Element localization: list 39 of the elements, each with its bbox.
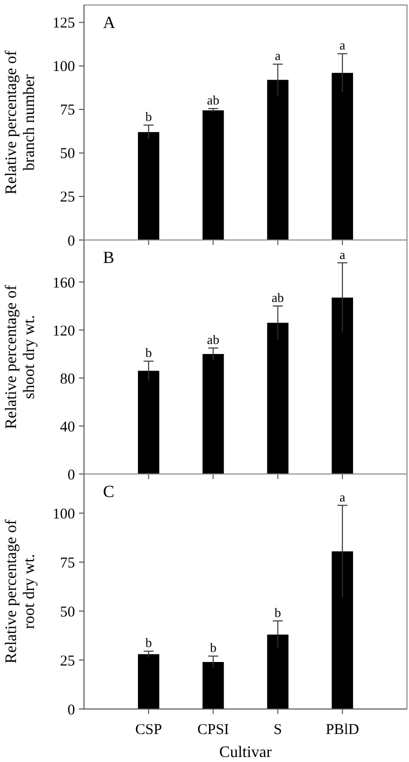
text: B <box>103 248 114 267</box>
annotation: ab <box>207 332 220 347</box>
y-tick-label: 75 <box>60 102 75 119</box>
y-tick-label: 25 <box>60 190 75 206</box>
annotation: ab <box>272 290 284 305</box>
x-axis-title: Cultivar <box>219 744 272 761</box>
annotation: ab <box>207 92 220 108</box>
x-tick-label: S <box>274 722 282 738</box>
annotation: b <box>145 109 152 124</box>
y-tick-label: 120 <box>52 323 75 340</box>
y-tick-label: 40 <box>60 419 75 436</box>
annotation: a <box>340 246 346 262</box>
annotation: b <box>145 635 152 650</box>
y-tick-label: 0 <box>68 467 75 484</box>
y-tick-label: 80 <box>60 371 75 388</box>
x-tick-label: CSP <box>135 722 162 738</box>
y-tick-label: 160 <box>52 275 75 292</box>
y-axis-title: Relative percentage of shoot dry wt. <box>3 284 38 429</box>
y-tick-label: 100 <box>52 59 75 76</box>
text: C <box>103 482 114 501</box>
text: A <box>103 13 116 32</box>
y-tick-label: 125 <box>52 16 75 32</box>
annotation: b <box>274 604 282 620</box>
y-tick-label: 0 <box>68 702 75 718</box>
x-tick-label: PBlD <box>326 722 360 738</box>
y-axis-title: Relative percentage of root dry wt. <box>3 518 38 664</box>
x-tick-label: CPSI <box>197 722 230 738</box>
annotation: b <box>145 345 152 360</box>
y-tick-label: 50 <box>60 146 75 162</box>
y-tick-label: 50 <box>60 604 75 620</box>
y-tick-label: 75 <box>60 555 75 572</box>
annotation: a <box>274 48 281 64</box>
y-tick-label: 0 <box>68 233 75 250</box>
annotation: b <box>210 640 216 656</box>
y-axis-title: Relative percentage of branch number <box>3 50 38 194</box>
annotation: a <box>340 38 346 53</box>
y-tick-label: 100 <box>52 506 75 522</box>
annotation: a <box>340 489 346 504</box>
y-tick-label: 25 <box>60 653 75 670</box>
